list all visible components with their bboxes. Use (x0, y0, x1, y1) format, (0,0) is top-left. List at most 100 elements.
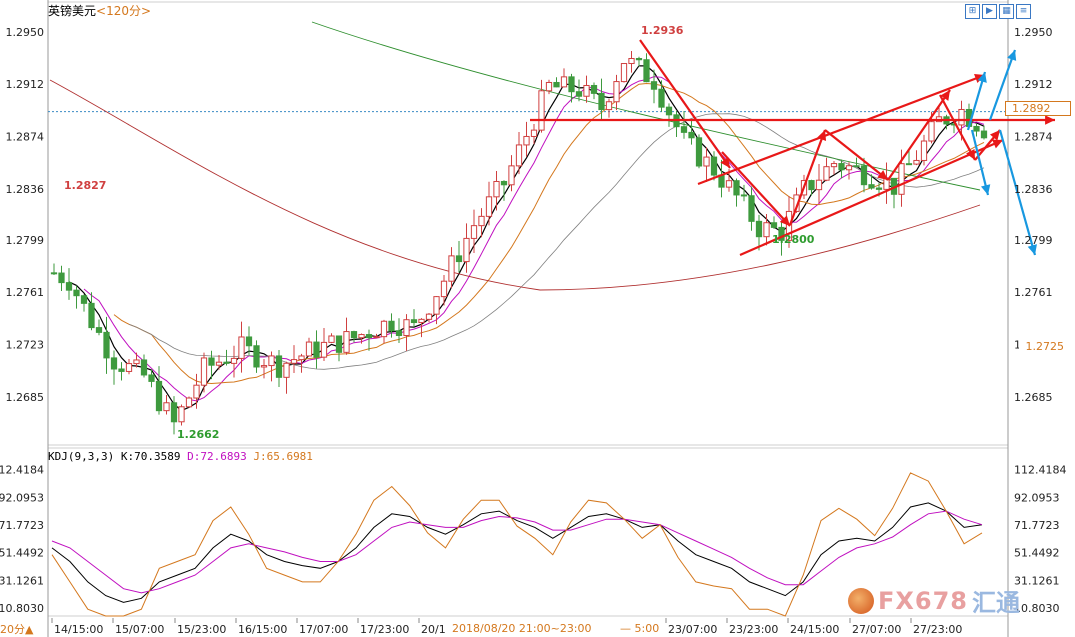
candle-body (260, 365, 268, 368)
red-arrow-down-2-head (779, 215, 790, 226)
candle-body (110, 357, 118, 370)
kdj-legend: KDJ(9,3,3) K:70.3589 D:72.6893 J:65.6981 (48, 450, 313, 463)
time-label: 23/07:00 (668, 623, 717, 636)
red-arrow-up-3-head (989, 130, 1000, 141)
candle-body (320, 341, 328, 358)
candle-body (133, 359, 140, 365)
candle-body (568, 76, 575, 93)
candle-body (845, 165, 853, 171)
kdj-label-right: 31.1261 (1014, 574, 1060, 587)
candle-body (425, 313, 433, 320)
play-next-icon[interactable]: ▶ (982, 4, 997, 19)
time-label: 15/07:00 (115, 623, 164, 636)
candle-body (283, 362, 290, 378)
candle-body (590, 84, 598, 94)
red-arrow-up-2 (887, 89, 951, 181)
candle-body (440, 280, 448, 298)
price-label-right: 1.2685 (1014, 391, 1053, 404)
candle-body (583, 84, 590, 97)
kdj-label-right: 112.4184 (1014, 464, 1067, 477)
watermark-cn: 汇通 (972, 589, 1020, 617)
candle-body (920, 140, 928, 161)
candle-body (605, 101, 613, 111)
red-arrow-down-1 (639, 39, 731, 169)
candle-body (358, 334, 365, 339)
zoom-in-icon[interactable]: ⊞ (965, 4, 980, 19)
candle-body (380, 320, 388, 338)
price-label-right: 1.2836 (1014, 183, 1053, 196)
toolbar: ⊞ ▶ ▦ ≡ (965, 4, 1031, 19)
candle-body (65, 282, 73, 291)
candle-body (575, 91, 583, 97)
candle-body (530, 129, 538, 137)
candle-body (650, 81, 658, 90)
candle-body (185, 397, 193, 408)
candle-body (553, 81, 560, 88)
kdj-k-line (51, 502, 983, 603)
kdj-label-left: 71.7723 (0, 519, 44, 532)
price-label-left: 1.2950 (6, 26, 45, 39)
period-label[interactable]: <120分> (96, 4, 152, 18)
time-label: 16/15:00 (238, 623, 287, 636)
low-annotation-1: 1.2662 (177, 428, 220, 441)
blue-arrow-down-2-head (1027, 244, 1037, 255)
candle-body (680, 126, 688, 133)
high-annotation: 1.2936 (641, 24, 684, 37)
red-arrow-down-1-head (720, 157, 730, 168)
candle-body (298, 355, 305, 361)
candle-body (928, 121, 935, 142)
candle-body (485, 196, 493, 217)
candle-body (980, 130, 988, 139)
candle-body (350, 331, 358, 339)
candle-body (478, 215, 485, 227)
red-channel-upper (697, 73, 986, 186)
blue-arrow-down-1 (970, 129, 990, 196)
price-label-left: 1.2799 (6, 234, 45, 247)
candle-body (823, 166, 830, 181)
time-label: 17/07:00 (299, 623, 348, 636)
kdj-d-line (51, 510, 983, 594)
candle-body (733, 180, 740, 196)
candle-body (418, 318, 425, 324)
candle-body (335, 335, 343, 353)
candle-body (493, 180, 500, 198)
blue-arrow-down-2 (998, 129, 1037, 256)
candle-body (208, 357, 215, 366)
candle-body (958, 108, 965, 126)
blue-arrow-up-2-head (1007, 50, 1017, 61)
candle-body (103, 331, 110, 359)
red-arrow-down-4 (939, 94, 976, 161)
candle-body (703, 156, 710, 167)
kdj-label-left: 92.0953 (0, 491, 44, 504)
price-label-right: 1.2799 (1014, 234, 1053, 247)
price-label-right: 1.2912 (1014, 78, 1053, 91)
candle-body (665, 106, 673, 116)
ma20-line (113, 82, 985, 385)
candle-body (155, 380, 163, 412)
candle-body (740, 194, 748, 197)
kdj-label-left: 10.8030 (0, 602, 44, 615)
candle-body (463, 237, 470, 263)
candle-body (500, 180, 508, 186)
grid-icon[interactable]: ▦ (999, 4, 1014, 19)
candle-body (643, 59, 650, 83)
candle-body (433, 296, 440, 315)
left-high-annotation: 1.2827 (64, 179, 107, 192)
candle-body (838, 163, 845, 171)
candle-body (620, 63, 628, 83)
candle-body (290, 359, 298, 364)
red-arrow-up-1-head (817, 130, 827, 141)
kdj-j-value: J:65.6981 (253, 450, 313, 463)
menu-icon[interactable]: ≡ (1016, 4, 1031, 19)
ma250-line (49, 79, 981, 291)
candle-body (448, 255, 455, 282)
candle-body (95, 327, 103, 333)
candle-body (508, 165, 515, 186)
candle-body (725, 180, 733, 188)
candle-body (545, 81, 553, 92)
candle-body (770, 222, 778, 228)
candle-body (613, 81, 620, 103)
price-label-right: 1.2874 (1014, 130, 1053, 143)
left-period-label: 20分▲ (0, 623, 34, 636)
